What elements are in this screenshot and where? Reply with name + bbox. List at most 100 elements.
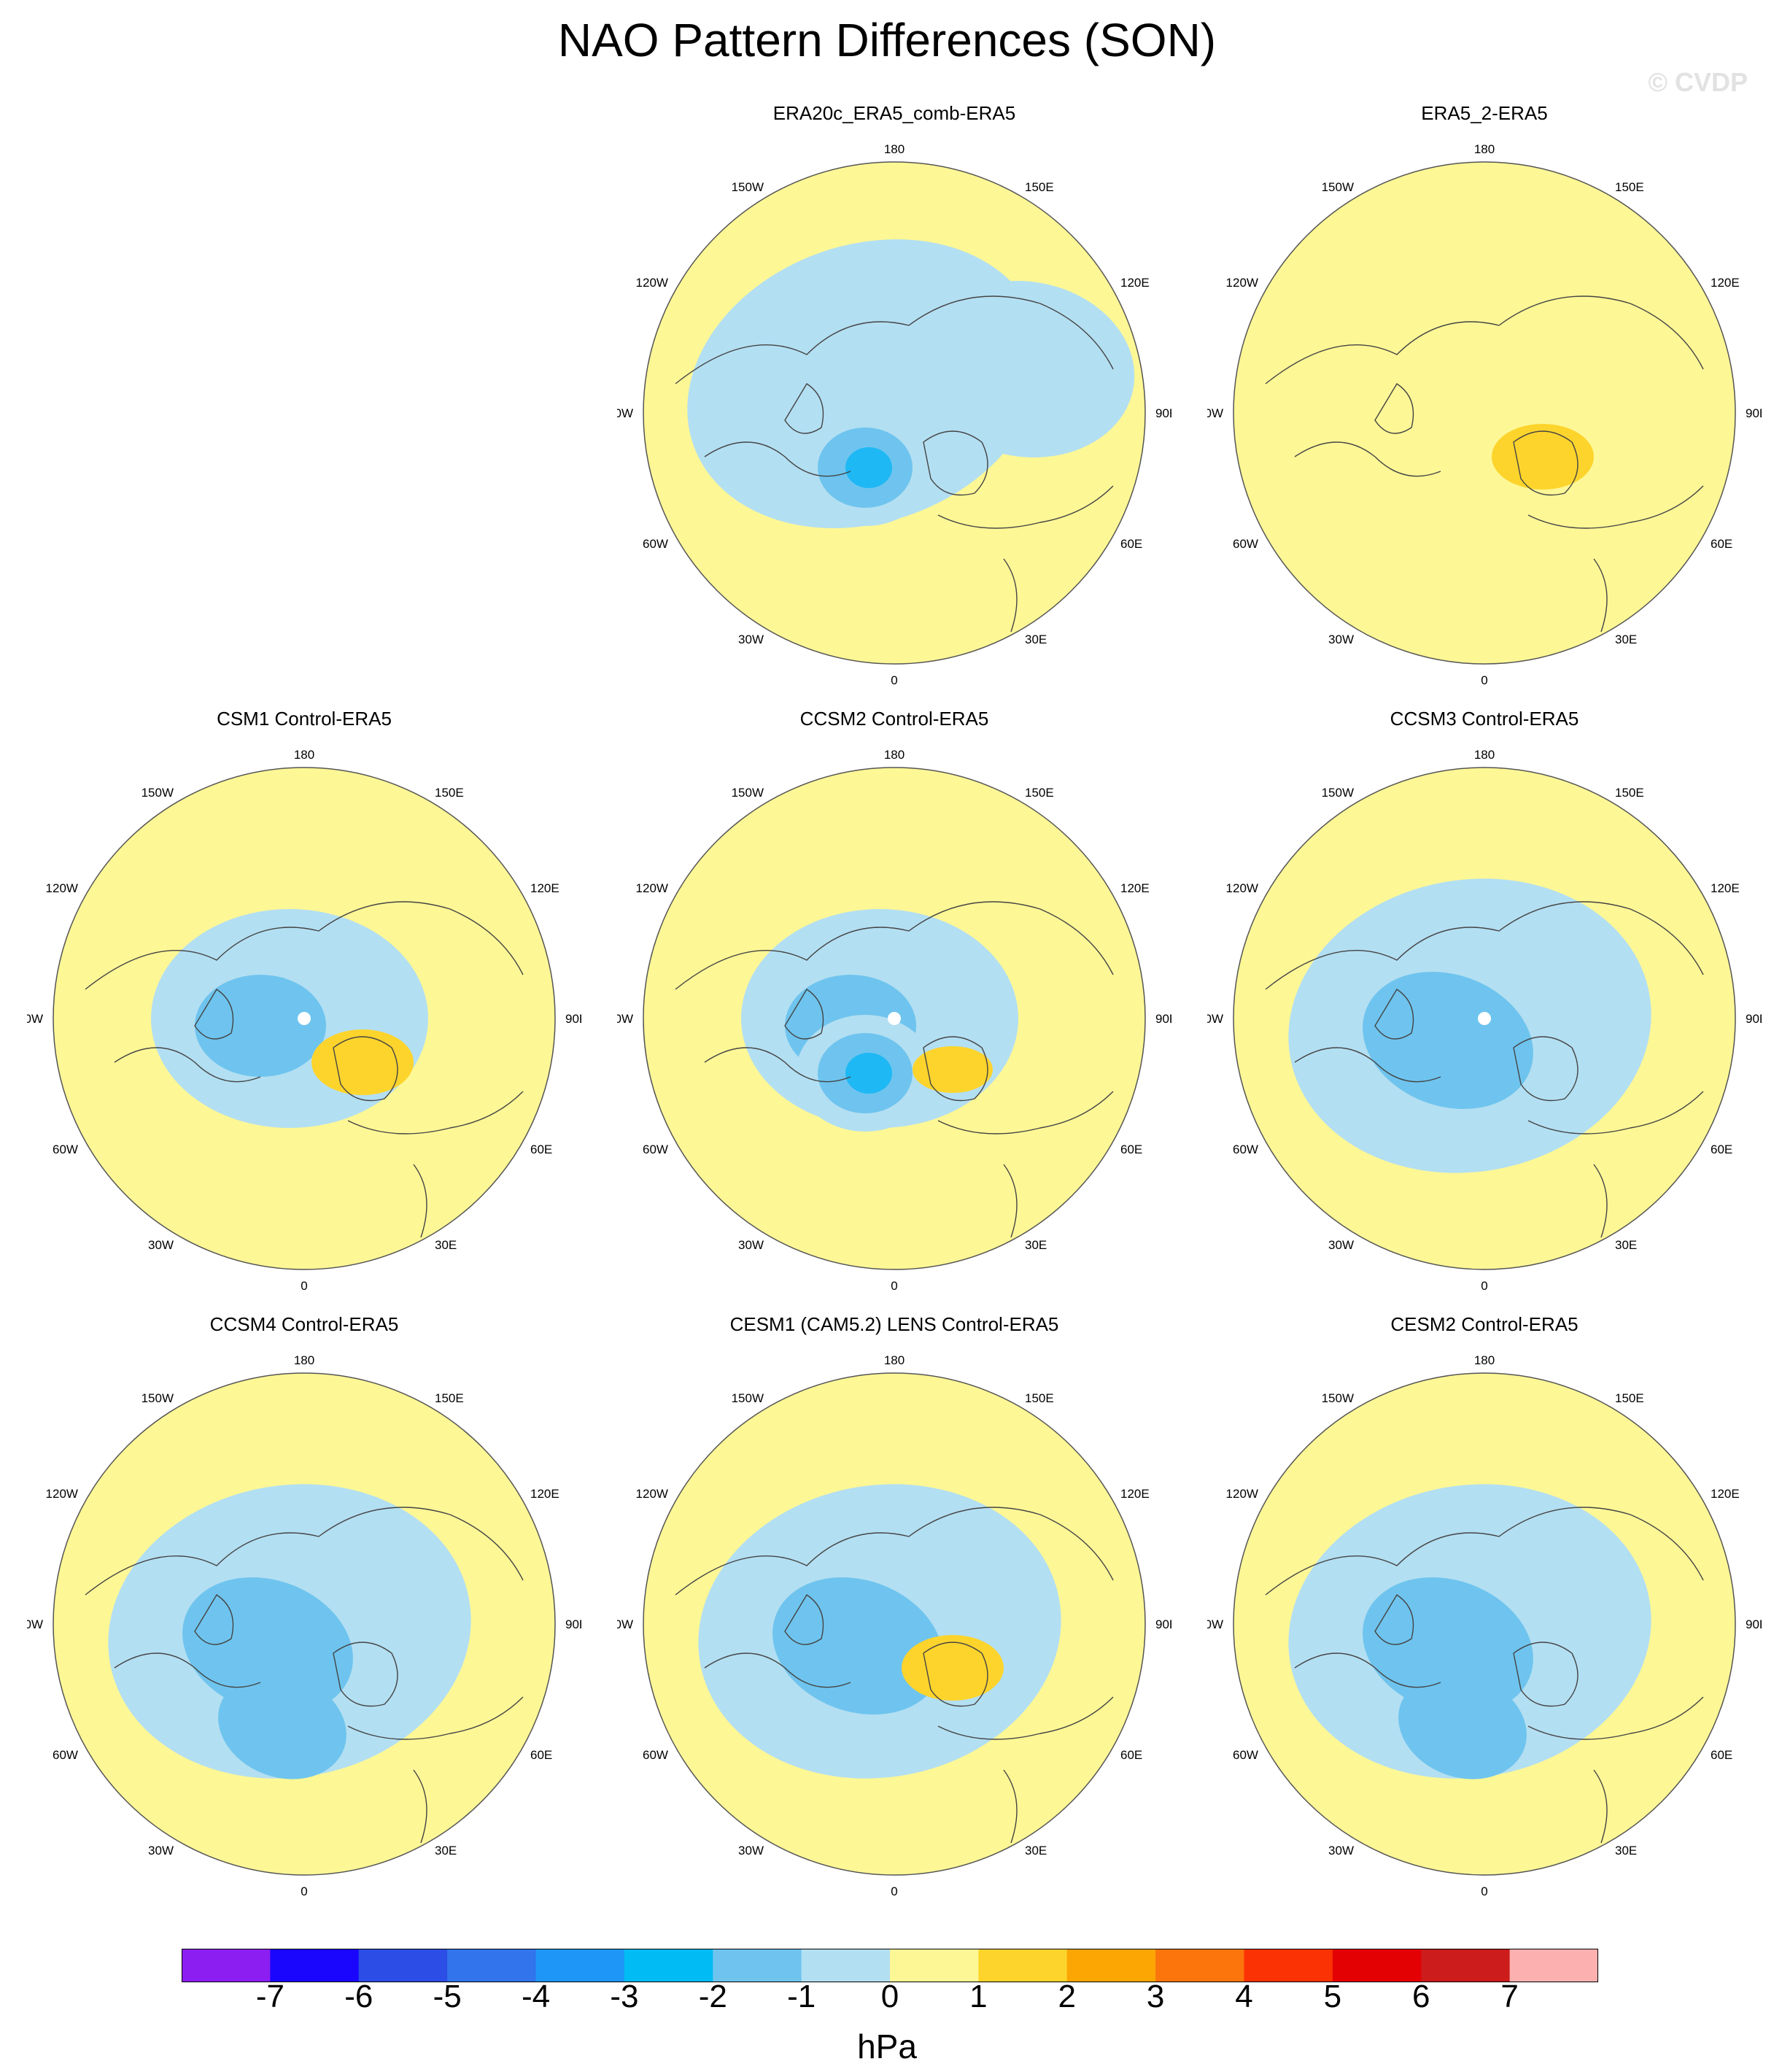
coastline xyxy=(923,1642,988,1707)
colorbar-tick-label: -3 xyxy=(610,1979,639,2014)
longitude-label: 120E xyxy=(530,881,559,895)
coastline xyxy=(704,441,851,477)
colorbar-swatch xyxy=(1244,1949,1333,1982)
longitude-label: 0 xyxy=(1481,1279,1487,1293)
longitude-label: 60E xyxy=(1711,1748,1732,1762)
longitude-label: 150W xyxy=(732,786,764,800)
longitude-label: 60E xyxy=(1711,1143,1732,1156)
coastline xyxy=(1513,1642,1579,1707)
pole-missing-data xyxy=(1478,1012,1491,1025)
low-anomaly-core xyxy=(1398,1673,1527,1779)
colorbar-tick-label: -1 xyxy=(787,1979,816,2014)
longitude-label: 90W xyxy=(617,1617,633,1631)
coastline xyxy=(784,989,824,1040)
longitude-label: 90E xyxy=(1155,1012,1171,1026)
longitude-label: 90W xyxy=(1207,406,1223,420)
coastline xyxy=(1593,558,1608,633)
colorbar-swatch xyxy=(1421,1949,1511,1982)
longitude-label: 60E xyxy=(530,1748,552,1762)
longitude-label: 30E xyxy=(1025,1238,1047,1252)
longitude-label: 30W xyxy=(738,1844,764,1858)
longitude-label: 90E xyxy=(1155,1617,1171,1631)
coastline xyxy=(85,1507,524,1596)
coastline xyxy=(1294,1652,1441,1688)
map-panel: CCSM2 Control-ERA5 180 150W 150E 120W 120E 90W… xyxy=(617,708,1171,1313)
colorbar-units: hPa xyxy=(857,2027,917,2065)
colorbar-swatch xyxy=(801,1949,891,1982)
colorbar-tick-label: 6 xyxy=(1412,1979,1430,2014)
longitude-label: 60W xyxy=(1233,537,1258,551)
polar-map: 180 150W 150E 120W 120E 90W 90E 60W 60E 30W 30E 0 xyxy=(1207,142,1762,687)
low-anomaly-core xyxy=(1363,971,1533,1110)
longitude-label: 150W xyxy=(142,786,174,800)
longitude-label: 90E xyxy=(565,1617,581,1631)
longitude-label: 120W xyxy=(636,1487,668,1501)
panel-title: ERA5_2-ERA5 xyxy=(1421,102,1548,124)
near-zero-anomaly-field xyxy=(1233,162,1735,664)
map-boundary xyxy=(1233,767,1736,1270)
colorbar-tick-label: -2 xyxy=(698,1979,727,2014)
coastline xyxy=(1294,1047,1441,1083)
longitude-label: 0 xyxy=(301,1279,307,1293)
longitude-label: 150W xyxy=(142,1391,174,1405)
longitude-label: 60E xyxy=(1120,1143,1142,1156)
longitude-label: 150E xyxy=(1615,1391,1644,1405)
longitude-label: 150E xyxy=(435,786,464,800)
longitude-label: 180 xyxy=(294,1353,314,1367)
colorbar-tick-label: -7 xyxy=(255,1979,284,2014)
coastline xyxy=(194,989,234,1040)
longitude-label: 30E xyxy=(435,1844,457,1858)
coastline xyxy=(784,383,824,434)
longitude-label: 0 xyxy=(891,1279,897,1293)
longitude-label: 60E xyxy=(1120,1748,1142,1762)
map-panel: CCSM3 Control-ERA5 180 150W 150E 120W 120E 90W… xyxy=(1207,708,1762,1313)
colorbar-swatch xyxy=(1155,1949,1244,1982)
longitude-label: 150W xyxy=(1322,786,1354,800)
map-boundary xyxy=(1233,1372,1736,1876)
longitude-label: 60W xyxy=(53,1748,78,1762)
longitude-label: 0 xyxy=(301,1884,307,1898)
colorbar-tick-label: 7 xyxy=(1500,1979,1519,2014)
high-anomaly-core xyxy=(913,1046,993,1093)
coastline xyxy=(1593,1769,1608,1844)
longitude-label: 120W xyxy=(1226,881,1258,895)
map-boundary xyxy=(643,1372,1146,1876)
coastline xyxy=(923,430,988,496)
coastline xyxy=(1527,485,1704,529)
longitude-label: 120E xyxy=(1711,276,1740,290)
longitude-label: 30E xyxy=(435,1238,457,1252)
colorbar-swatch xyxy=(270,1949,360,1982)
longitude-label: 120W xyxy=(636,276,668,290)
low-anomaly-center xyxy=(845,447,892,488)
colorbar-tick-label: -4 xyxy=(521,1979,551,2014)
longitude-label: 150E xyxy=(1025,180,1054,194)
panel-title: CCSM4 Control-ERA5 xyxy=(209,1313,399,1335)
colorbar-swatch xyxy=(182,1949,271,1982)
longitude-label: 30W xyxy=(148,1844,174,1858)
longitude-label: 120W xyxy=(1226,1487,1258,1501)
coastline xyxy=(784,1594,824,1645)
colorbar-swatch xyxy=(447,1949,536,1982)
longitude-label: 30E xyxy=(1615,1238,1637,1252)
longitude-label: 120W xyxy=(636,881,668,895)
pole-missing-data xyxy=(298,1012,311,1025)
high-anomaly-core xyxy=(902,1635,1004,1701)
longitude-label: 30E xyxy=(1025,633,1047,646)
coastline xyxy=(1593,1164,1608,1238)
colorbar-swatch xyxy=(535,1949,625,1982)
colorbar-tick-label: -5 xyxy=(433,1979,462,2014)
colorbar-tick-label: 3 xyxy=(1146,1979,1165,2014)
longitude-label: 90W xyxy=(617,1012,633,1026)
longitude-label: 150W xyxy=(732,180,764,194)
longitude-label: 30E xyxy=(1615,1844,1637,1858)
longitude-label: 150W xyxy=(1322,180,1354,194)
longitude-label: 30W xyxy=(148,1238,174,1252)
map-panel: CSM1 Control-ERA5 180 150W 150E 120W 120E 90W 9… xyxy=(27,708,581,1313)
polar-map: 180 150W 150E 120W 120E 90W 90E 60W 60E 30W 30E 0 xyxy=(617,748,1171,1293)
map-boundary xyxy=(53,767,556,1270)
longitude-label: 60E xyxy=(1120,537,1142,551)
colorbar-tick-label: 1 xyxy=(969,1979,988,2014)
longitude-label: 30W xyxy=(738,1238,764,1252)
map-boundary xyxy=(53,1372,556,1876)
colorbar-swatch xyxy=(890,1949,979,1982)
